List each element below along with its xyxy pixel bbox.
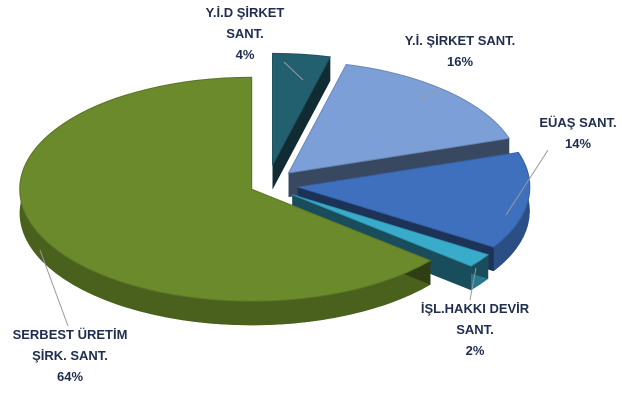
- leader-line: [283, 61, 304, 81]
- slice-label: Y.İ.D ŞİRKET SANT. 4%: [195, 2, 295, 65]
- value-label: 16%: [446, 54, 474, 69]
- leader-line: [505, 149, 549, 216]
- slice: [272, 52, 331, 166]
- category-label: İŞL.HAKKI DEVİR SANT.: [420, 301, 530, 337]
- value-label: 2%: [465, 343, 485, 358]
- slice-label: Y.İ. ŞİRKET SANT. 16%: [400, 30, 520, 72]
- category-label: SERBEST ÜRETİM ŞİRK. SANT.: [12, 327, 128, 363]
- slice: [19, 76, 432, 302]
- value-label: 14%: [564, 136, 592, 151]
- slice-label: SERBEST ÜRETİM ŞİRK. SANT. 64%: [0, 324, 140, 387]
- slice-label: EÜAŞ SANT. 14%: [528, 112, 622, 154]
- slice-side: [493, 152, 530, 272]
- slice-label: İŞL.HAKKI DEVİR SANT. 2%: [410, 298, 540, 361]
- category-label: Y.İ. ŞİRKET SANT.: [404, 33, 516, 48]
- slice-side: [19, 77, 431, 326]
- value-label: 64%: [56, 369, 84, 384]
- value-label: 4%: [235, 47, 255, 62]
- leader-line: [419, 87, 441, 101]
- leader-line: [39, 249, 69, 327]
- slice: [287, 63, 511, 174]
- slice: [292, 194, 490, 267]
- category-label: Y.İ.D ŞİRKET SANT.: [205, 5, 285, 41]
- slice: [297, 151, 531, 248]
- slice-side: [272, 56, 331, 190]
- category-label: EÜAŞ SANT.: [539, 115, 617, 130]
- leader-line: [469, 267, 477, 301]
